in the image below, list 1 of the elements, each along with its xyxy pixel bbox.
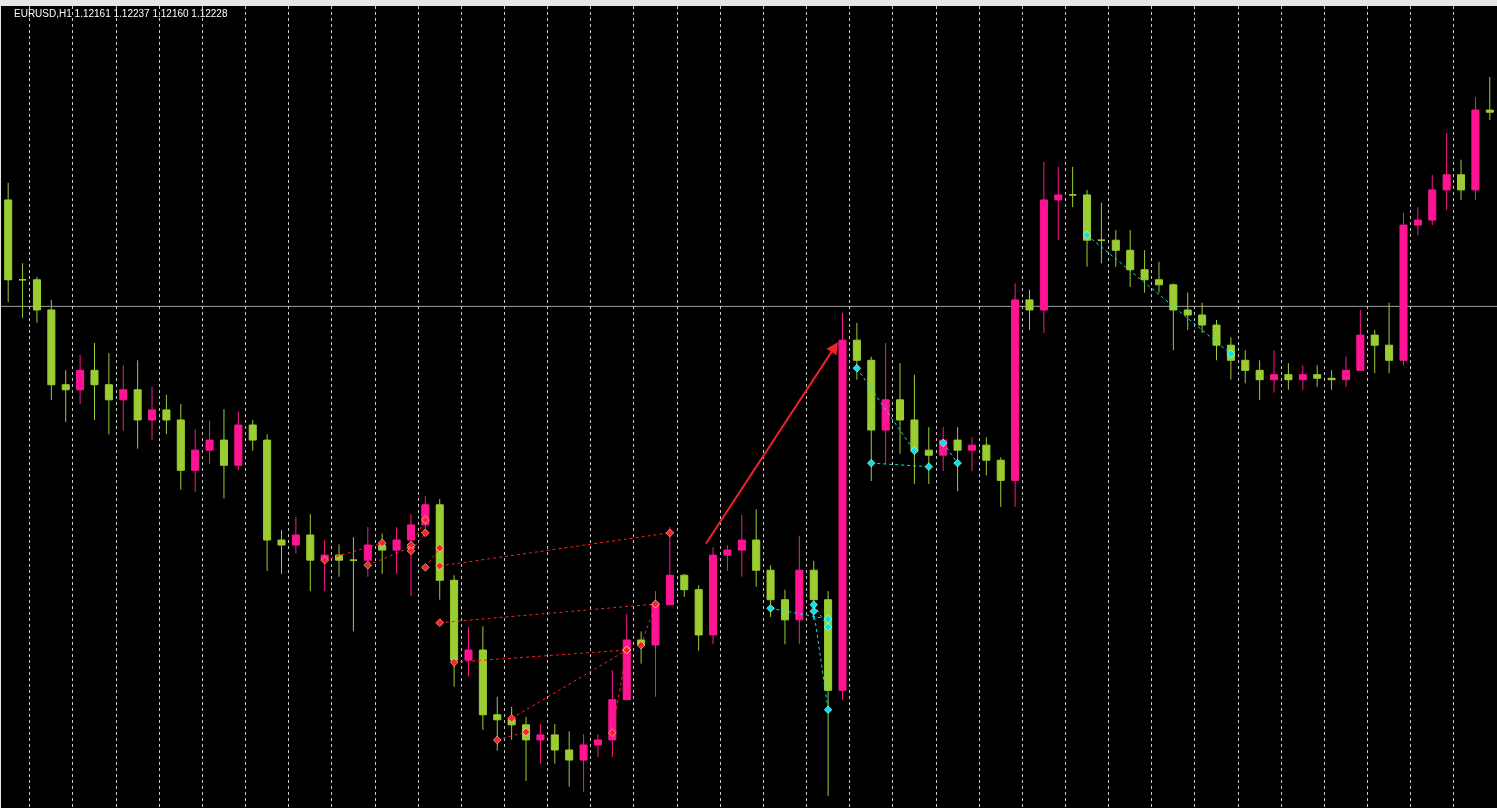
- chart-title: EURUSD,H1 1.12161 1.12237 1.12160 1.12228: [14, 7, 228, 19]
